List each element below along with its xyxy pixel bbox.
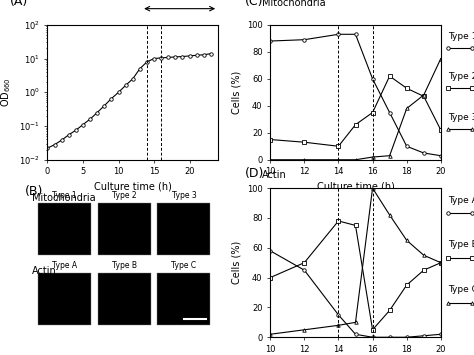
Text: Type 1: Type 1: [52, 191, 77, 200]
Text: Type 1: Type 1: [447, 32, 474, 40]
X-axis label: Culture time (h): Culture time (h): [317, 182, 394, 192]
Y-axis label: Cells (%): Cells (%): [231, 241, 241, 284]
Text: (C): (C): [245, 0, 263, 8]
Text: Type B: Type B: [112, 261, 137, 270]
Text: Mitochondria: Mitochondria: [262, 0, 325, 8]
Bar: [157, 203, 210, 255]
Y-axis label: OD$_{660}$: OD$_{660}$: [0, 77, 13, 107]
Text: Type A: Type A: [52, 261, 77, 270]
Text: Type C: Type C: [447, 285, 474, 294]
Bar: [38, 203, 91, 255]
Text: Type 3: Type 3: [447, 113, 474, 121]
Bar: [98, 203, 151, 255]
Bar: [38, 273, 91, 325]
Bar: [98, 273, 151, 325]
Text: Type 2: Type 2: [447, 72, 474, 81]
Text: Actin: Actin: [262, 170, 286, 180]
Text: Type 2: Type 2: [112, 191, 137, 200]
Text: (A): (A): [10, 0, 28, 8]
X-axis label: Culture time (h): Culture time (h): [94, 182, 172, 192]
Text: Type C: Type C: [171, 261, 197, 270]
Text: Type A: Type A: [447, 196, 474, 204]
Text: Type 3: Type 3: [172, 191, 196, 200]
Text: (B): (B): [25, 185, 43, 198]
Text: Mitochondria: Mitochondria: [32, 193, 96, 203]
Y-axis label: Cells (%): Cells (%): [231, 71, 241, 114]
Bar: [157, 273, 210, 325]
Text: Type B: Type B: [447, 240, 474, 249]
Text: (D): (D): [245, 167, 264, 180]
Text: Actin: Actin: [32, 266, 57, 276]
